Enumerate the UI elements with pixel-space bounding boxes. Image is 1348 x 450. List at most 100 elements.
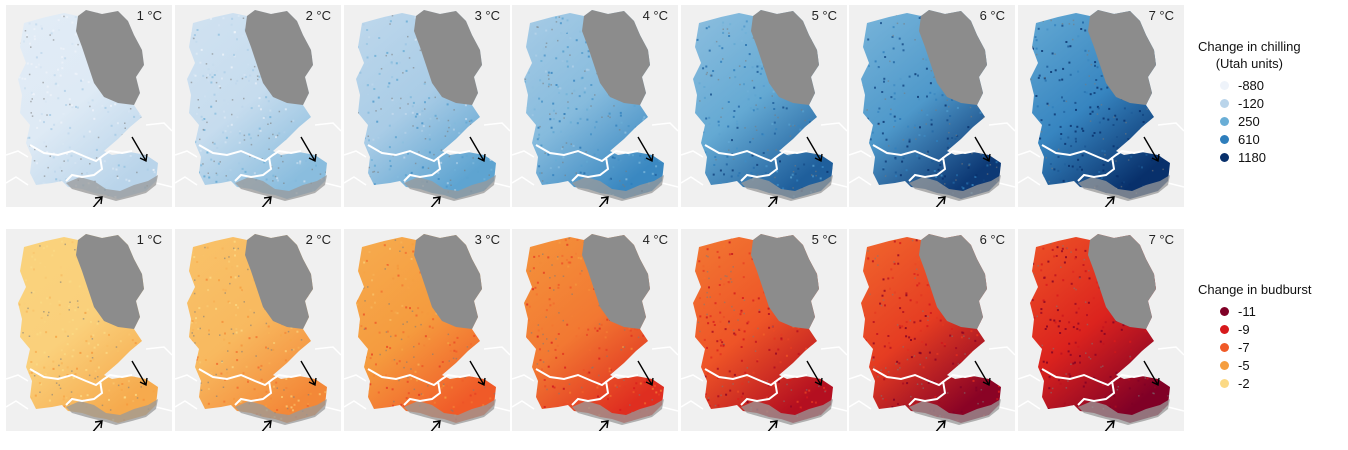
map-panel-chilling-2: 2 °C xyxy=(175,5,341,207)
legend-label: 250 xyxy=(1238,113,1260,129)
map-svg xyxy=(1018,5,1184,207)
alps-relief xyxy=(741,175,833,201)
map-svg xyxy=(681,5,847,207)
map-panel-chilling-5: 5 °C xyxy=(681,5,847,207)
map-panel-budburst-6: 6 °C xyxy=(849,229,1015,431)
alps-relief xyxy=(66,399,158,425)
panel-warming-label: 5 °C xyxy=(811,232,837,247)
map-panel-chilling-1: 1 °C xyxy=(6,5,172,207)
legend-item: -5 xyxy=(1220,356,1311,374)
map-panel-chilling-7: 7 °C xyxy=(1018,5,1184,207)
alps-relief xyxy=(66,175,158,201)
alps-relief xyxy=(572,399,664,425)
map-panel-chilling-6: 6 °C xyxy=(849,5,1015,207)
arrow-markers xyxy=(767,360,823,431)
legend-item: 610 xyxy=(1220,130,1301,148)
map-svg xyxy=(1018,229,1184,431)
no-data-region xyxy=(751,10,819,105)
panel-warming-label: 4 °C xyxy=(642,232,668,247)
legend-item: -11 xyxy=(1220,302,1311,320)
panel-warming-label: 5 °C xyxy=(811,8,837,23)
legend-swatch xyxy=(1220,98,1229,108)
legend-swatch xyxy=(1220,360,1229,370)
panel-warming-label: 1 °C xyxy=(136,232,162,247)
no-data-region xyxy=(245,234,313,329)
legend-swatch xyxy=(1220,80,1229,90)
map-panel-budburst-3: 3 °C xyxy=(344,229,510,431)
panel-warming-label: 2 °C xyxy=(305,232,331,247)
region-boundary xyxy=(29,144,133,182)
arrow-markers xyxy=(1104,360,1160,431)
legend-swatch xyxy=(1220,342,1229,352)
legend-label: -11 xyxy=(1238,303,1256,319)
no-data-region xyxy=(245,10,313,105)
panel-warming-label: 7 °C xyxy=(1148,8,1174,23)
region-boundary xyxy=(198,144,302,182)
alps-relief xyxy=(404,399,496,425)
map-svg xyxy=(344,5,510,207)
map-panel-budburst-1: 1 °C xyxy=(6,229,172,431)
region-boundary xyxy=(872,144,976,182)
map-svg xyxy=(849,229,1015,431)
panel-warming-label: 6 °C xyxy=(979,8,1005,23)
neighbor-borders xyxy=(1018,346,1184,412)
map-panel-chilling-3: 3 °C xyxy=(344,5,510,207)
neighbor-borders xyxy=(175,346,341,412)
region-boundary xyxy=(535,144,639,182)
no-data-region xyxy=(751,234,819,329)
legend-item: -2 xyxy=(1220,374,1311,392)
legend-item: -120 xyxy=(1220,94,1301,112)
legend-swatch xyxy=(1220,152,1229,162)
region-boundary xyxy=(704,368,808,406)
neighbor-borders xyxy=(6,122,172,188)
panel-warming-label: 6 °C xyxy=(979,232,1005,247)
map-svg xyxy=(175,5,341,207)
map-svg xyxy=(6,229,172,431)
neighbor-borders xyxy=(512,122,678,188)
map-panel-budburst-5: 5 °C xyxy=(681,229,847,431)
legend-label: -880 xyxy=(1238,77,1265,93)
region-boundary xyxy=(535,368,639,406)
legend-label: 610 xyxy=(1238,131,1260,147)
region-boundary xyxy=(1041,368,1145,406)
map-svg xyxy=(344,229,510,431)
map-svg xyxy=(6,5,172,207)
region-boundary xyxy=(367,368,471,406)
region-boundary xyxy=(198,368,302,406)
alps-relief xyxy=(1078,175,1170,201)
no-data-region xyxy=(919,10,987,105)
panel-warming-label: 1 °C xyxy=(136,8,162,23)
alps-relief xyxy=(404,175,496,201)
legend-swatch xyxy=(1220,134,1229,144)
legend-title: Change in budburst xyxy=(1198,282,1312,297)
legend-label: -7 xyxy=(1238,339,1250,355)
no-data-region xyxy=(414,10,482,105)
neighbor-borders xyxy=(681,346,847,412)
arrow-markers xyxy=(261,360,317,431)
no-data-region xyxy=(414,234,482,329)
map-svg xyxy=(681,229,847,431)
arrow-markers xyxy=(598,360,654,431)
neighbor-borders xyxy=(849,346,1015,412)
arrow-markers xyxy=(92,360,148,431)
legend-label: -2 xyxy=(1238,375,1250,391)
legend-label: -120 xyxy=(1238,95,1265,111)
panel-warming-label: 4 °C xyxy=(642,8,668,23)
map-svg xyxy=(849,5,1015,207)
legend-item: 250 xyxy=(1220,112,1301,130)
panel-warming-label: 3 °C xyxy=(474,232,500,247)
region-boundary xyxy=(1041,144,1145,182)
region-boundary xyxy=(29,368,133,406)
legend-label: -5 xyxy=(1238,357,1250,373)
legend-chilling: Change in chilling (Utah units) -880 -120 25… xyxy=(1198,38,1301,166)
legend-label: -9 xyxy=(1238,321,1250,337)
no-data-region xyxy=(1088,10,1156,105)
neighbor-borders xyxy=(344,122,510,188)
map-svg xyxy=(512,229,678,431)
alps-relief xyxy=(909,399,1001,425)
arrow-markers xyxy=(598,136,654,207)
no-data-region xyxy=(582,234,650,329)
no-data-region xyxy=(76,234,144,329)
map-panel-budburst-2: 2 °C xyxy=(175,229,341,431)
panel-warming-label: 7 °C xyxy=(1148,232,1174,247)
